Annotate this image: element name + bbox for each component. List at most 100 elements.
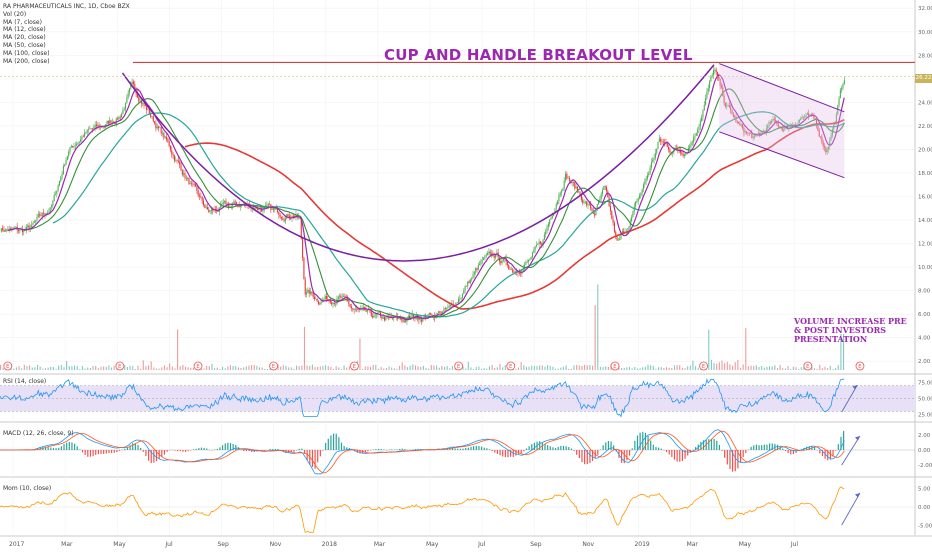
volume-bar xyxy=(439,368,440,370)
candle-body xyxy=(354,309,355,310)
volume-bar xyxy=(758,367,759,370)
macd-histogram-bar xyxy=(367,450,368,451)
candle-body xyxy=(169,141,170,146)
volume-bar xyxy=(661,367,662,370)
volume-bar xyxy=(698,368,699,370)
volume-bar xyxy=(50,367,51,370)
volume-bar xyxy=(29,365,30,370)
macd-histogram-bar xyxy=(571,449,572,450)
time-tick: Sep xyxy=(530,541,542,548)
volume-bar xyxy=(653,366,654,370)
volume-bar xyxy=(243,367,244,370)
macd-histogram-bar xyxy=(605,442,606,450)
candle-body xyxy=(655,153,656,158)
price-tick: 24.00 xyxy=(918,100,932,106)
candle-body xyxy=(43,213,44,214)
macd-histogram-bar xyxy=(613,445,614,450)
time-tick: Mar xyxy=(61,541,73,548)
candle-body xyxy=(470,279,471,283)
volume-bar xyxy=(502,367,503,370)
candle-body xyxy=(576,187,577,188)
candle-body xyxy=(309,290,310,294)
macd-histogram-bar xyxy=(560,446,561,450)
candle-body xyxy=(158,127,159,128)
volume-bar xyxy=(61,365,62,370)
volume-bar xyxy=(26,366,27,370)
candle-body xyxy=(180,165,181,171)
volume-bar xyxy=(729,364,730,370)
time-tick: May xyxy=(113,541,126,548)
price-tick: 16.00 xyxy=(918,195,932,201)
volume-bar xyxy=(473,369,474,370)
candle-body xyxy=(66,160,67,164)
macd-histogram-bar xyxy=(174,450,175,451)
volume-bar xyxy=(338,367,339,370)
volume-bar xyxy=(600,367,601,370)
candle-body xyxy=(147,110,148,111)
macd-histogram-bar xyxy=(819,450,820,453)
macd-histogram-bar xyxy=(214,449,215,450)
last-price-tag: 26.22 xyxy=(915,74,932,83)
candle-body xyxy=(81,137,82,140)
macd-histogram-bar xyxy=(272,449,273,450)
macd-histogram-bar xyxy=(521,450,522,453)
candle-body xyxy=(106,121,107,124)
macd-tick: 0.00 xyxy=(918,448,931,454)
volume-bar xyxy=(90,368,91,370)
volume-bar xyxy=(211,364,212,370)
candle-body xyxy=(476,268,477,270)
macd-histogram-bar xyxy=(531,444,532,450)
candle-body xyxy=(317,299,318,302)
candle-body xyxy=(447,307,448,309)
volume-bar xyxy=(164,365,165,370)
volume-bar xyxy=(127,367,128,370)
macd-histogram-bar xyxy=(203,448,204,450)
macd-histogram-bar xyxy=(344,446,345,450)
candle-body xyxy=(379,312,380,313)
candle-body xyxy=(663,142,664,143)
volume-bar xyxy=(597,285,598,371)
macd-histogram-bar xyxy=(526,448,527,450)
macd-histogram-bar xyxy=(687,450,688,455)
candle-body xyxy=(18,230,19,231)
time-tick: Sep xyxy=(218,541,230,548)
macd-histogram-bar xyxy=(299,449,300,450)
price-tick: 32.00 xyxy=(918,6,932,12)
volume-bar xyxy=(248,366,249,370)
candle-body xyxy=(278,212,279,215)
macd-histogram-bar xyxy=(632,448,633,450)
volume-bar xyxy=(180,366,181,370)
earnings-label: E xyxy=(457,364,460,370)
macd-histogram-bar xyxy=(66,443,67,450)
volume-bar xyxy=(169,363,170,370)
macd-histogram-bar xyxy=(465,448,466,450)
candle-body xyxy=(693,137,694,143)
macd-histogram-bar xyxy=(92,450,93,456)
macd-histogram-bar xyxy=(745,450,746,453)
candle-body xyxy=(273,209,274,210)
macd-histogram-bar xyxy=(674,450,675,460)
candle-body xyxy=(532,253,533,258)
macd-histogram-bar xyxy=(719,445,720,450)
candle-body xyxy=(552,216,553,218)
macd-histogram-bar xyxy=(338,437,339,450)
volume-bar xyxy=(166,367,167,370)
volume-bar xyxy=(314,367,315,370)
volume-bar xyxy=(108,365,109,370)
volume-bar xyxy=(716,364,717,370)
volume-bar xyxy=(87,367,88,370)
price-tick: 28.00 xyxy=(918,53,932,59)
candle-body xyxy=(145,105,146,106)
macd-histogram-bar xyxy=(529,446,530,450)
time-tick: 2019 xyxy=(634,541,649,548)
candle-body xyxy=(284,220,285,221)
candle-body xyxy=(519,273,520,274)
volume-bar xyxy=(330,367,331,370)
candle-body xyxy=(305,279,306,294)
candle-body xyxy=(583,202,584,203)
candle-body xyxy=(171,150,172,154)
candle-body xyxy=(467,282,468,287)
macd-histogram-bar xyxy=(270,449,271,450)
volume-bar xyxy=(642,367,643,370)
candle-body xyxy=(50,207,51,212)
